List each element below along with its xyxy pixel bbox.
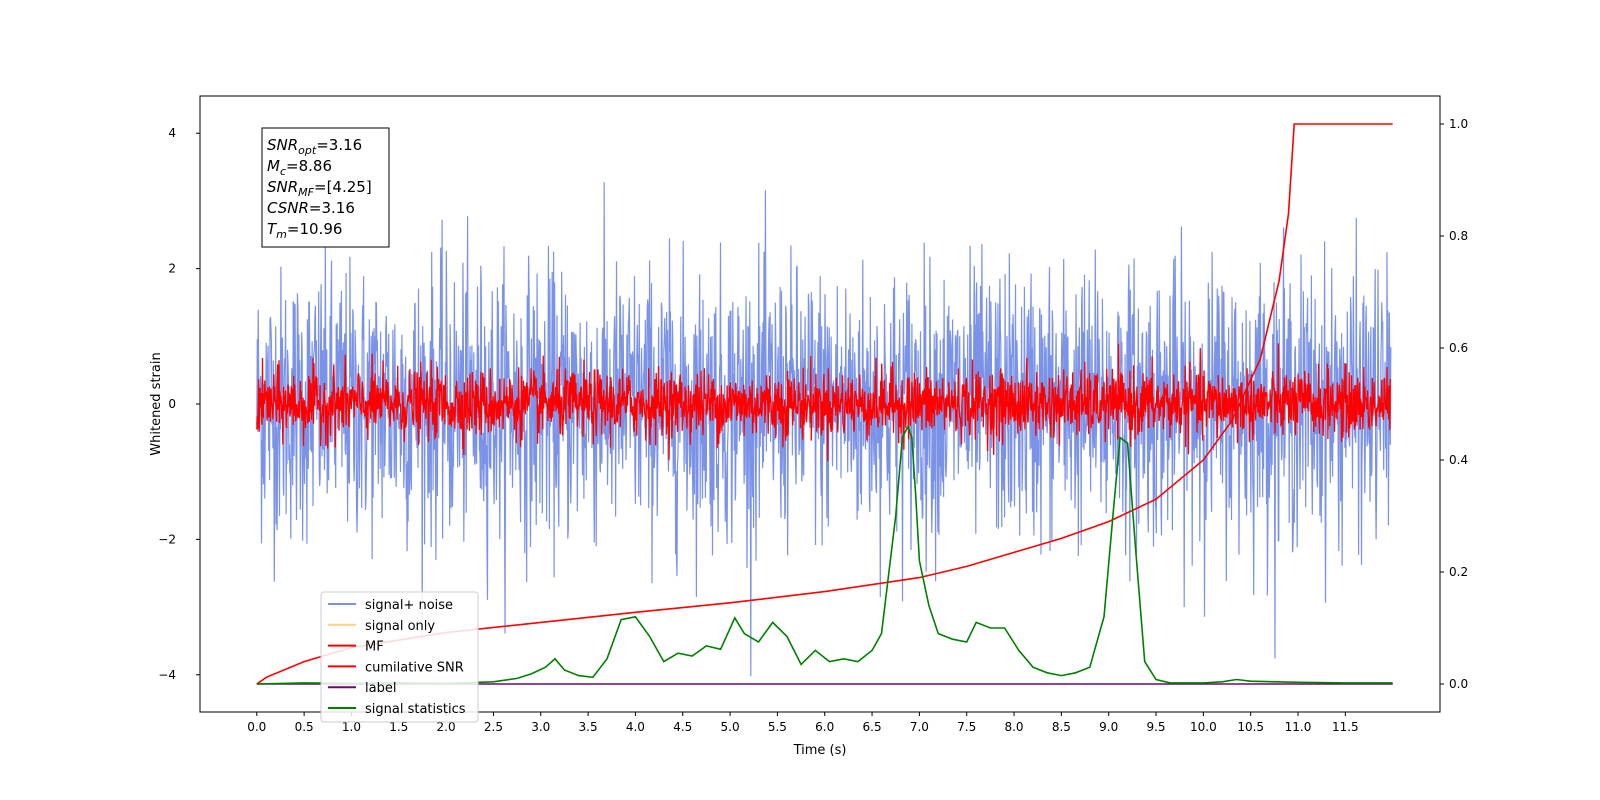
x-tick-label: 6.0 [815,720,834,734]
legend-entry: signal statistics [365,702,466,717]
info-box-line: SNRopt=3.16 [267,136,362,157]
y-tick-label: 2 [168,262,176,276]
x-tick-label: 9.0 [1099,720,1118,734]
x-tick-label: 1.0 [342,720,361,734]
x-tick-label: 3.0 [531,720,550,734]
y-axis-right: 1.0 0.8 0.6 0.4 0.2 0.0 [1440,117,1468,691]
y2-tick-label: 0.0 [1449,677,1468,691]
x-tick-label: 4.5 [673,720,692,734]
info-box-line: Tm=10.96 [267,220,342,241]
y2-tick-label: 0.6 [1449,341,1468,355]
x-tick-label: 2.5 [484,720,503,734]
y-axis-label: Whitened strain [149,352,164,455]
legend-entry: cumilative SNR [365,660,464,675]
y-tick-label: 0 [168,397,176,411]
x-tick-label: 10.5 [1237,720,1264,734]
y-axis-left: 4 2 0 −2 −4 [158,126,200,682]
y-tick-label: −4 [158,668,176,682]
x-axis-label: Time (s) [793,743,847,758]
x-tick-label: 9.5 [1146,720,1165,734]
y-tick-label: 4 [168,126,176,140]
legend: signal+ noise signal only MF cumilative SNR… [320,591,479,723]
info-box-line: CSNR=3.16 [267,199,355,217]
x-tick-label: 11.5 [1332,720,1359,734]
legend-entry: MF [365,640,384,655]
x-tick-label: 6.5 [863,720,882,734]
x-tick-label: 7.5 [957,720,976,734]
x-tick-label: 3.5 [579,720,598,734]
x-tick-label: 5.5 [768,720,787,734]
x-tick-label: 4.0 [626,720,645,734]
info-box-line: SNRMF=[4.25] [267,178,372,199]
y-tick-label: −2 [158,532,176,546]
x-tick-label: 5.0 [721,720,740,734]
x-tick-label: 8.5 [1052,720,1071,734]
x-axis: 0.0 0.5 1.0 1.5 2.0 2.5 3.0 3.5 4.0 4.5 5.0 5.5 6.0 6… [247,712,1359,734]
x-tick-label: 0.5 [295,720,314,734]
y2-tick-label: 1.0 [1449,117,1468,131]
x-tick-label: 2.0 [437,720,456,734]
legend-entry: signal+ noise [365,598,453,613]
y2-tick-label: 0.8 [1449,229,1468,243]
x-tick-label: 11.0 [1285,720,1312,734]
info-box-frame [261,127,390,248]
x-tick-label: 1.5 [389,720,408,734]
y2-tick-label: 0.4 [1449,453,1468,467]
x-tick-label: 10.0 [1190,720,1217,734]
series-signal-statistics [256,424,1393,685]
legend-entry: signal only [365,619,435,634]
legend-frame [320,591,479,723]
x-tick-label: 7.0 [910,720,929,734]
x-tick-label: 8.0 [1004,720,1023,734]
y2-tick-label: 0.2 [1449,565,1468,579]
series-mf [256,343,1392,462]
legend-entry: label [365,681,396,696]
x-tick-label: 0.0 [247,720,266,734]
info-box-line: Mc=8.86 [267,157,332,178]
